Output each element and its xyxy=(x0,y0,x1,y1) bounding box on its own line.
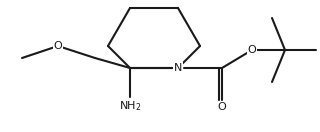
Text: O: O xyxy=(218,102,226,112)
Text: NH$_2$: NH$_2$ xyxy=(119,99,141,113)
Text: O: O xyxy=(248,45,256,55)
Text: O: O xyxy=(54,41,62,51)
Text: N: N xyxy=(174,63,182,73)
